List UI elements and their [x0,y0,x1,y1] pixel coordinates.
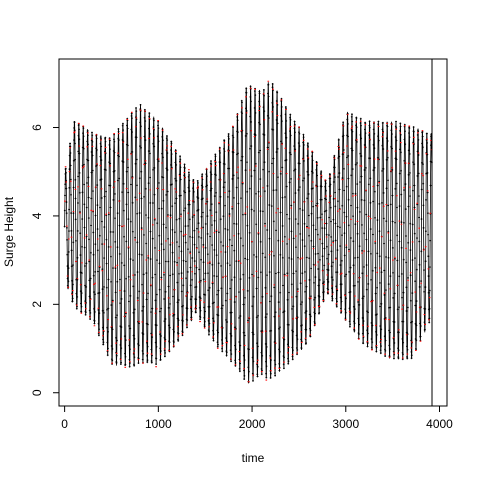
x-tick-label: 1000 [145,417,172,431]
y-tick-label: 2 [30,301,44,308]
y-tick-label: 0 [30,389,44,396]
y-axis: 0 2 4 6 [30,124,60,396]
x-tick-label: 4000 [426,417,453,431]
y-axis-label: Surge Height [2,196,16,267]
x-axis-label: time [242,451,265,465]
y-tick-label: 4 [30,212,44,219]
x-tick-label: 2000 [239,417,266,431]
x-tick-label: 3000 [332,417,359,431]
y-tick-label: 6 [30,124,44,131]
series-observed-line [64,82,433,384]
x-tick-label: 0 [61,417,68,431]
x-axis: 0 1000 2000 3000 4000 [61,405,453,431]
data-layer [63,80,433,384]
series-fitted-points [64,80,433,383]
